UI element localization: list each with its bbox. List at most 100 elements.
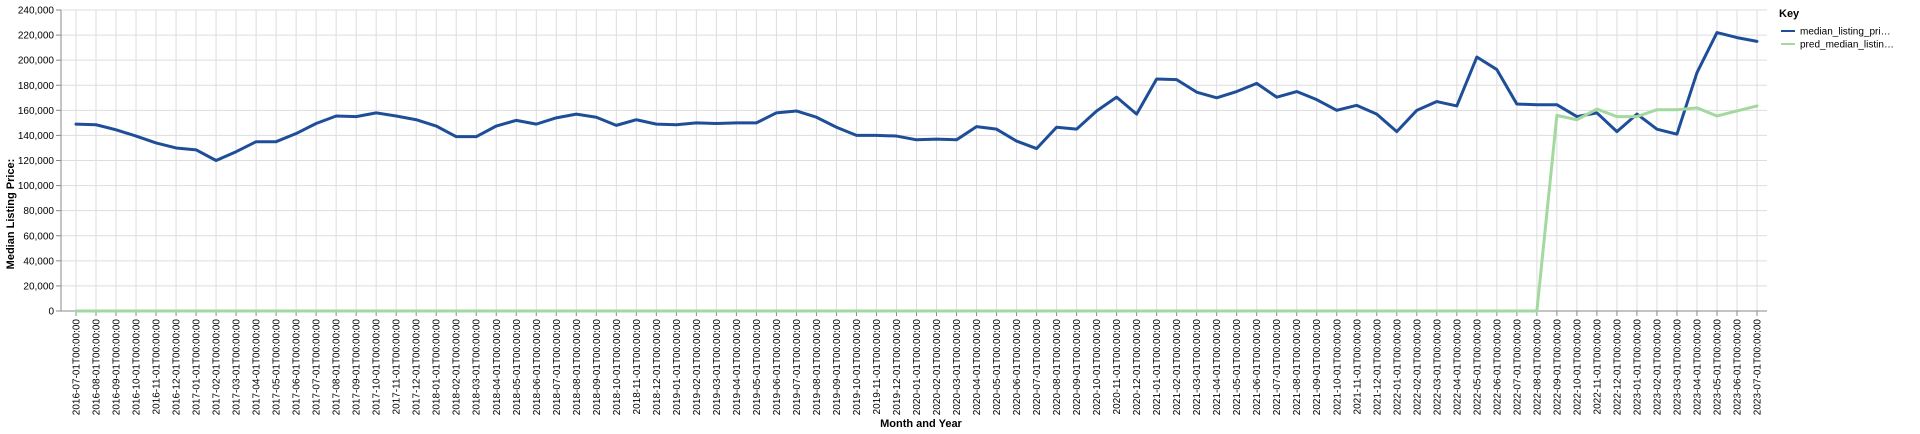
x-tick-label: 2017-05-01T00:00:00 <box>272 319 283 416</box>
x-tick-label: 2022-12-01T00:00:00 <box>1612 319 1623 416</box>
x-tick-label: 2021-11-01T00:00:00 <box>1352 319 1363 415</box>
y-tick-label: 20,000 <box>23 281 54 292</box>
x-tick-label: 2020-12-01T00:00:00 <box>1132 319 1143 416</box>
x-tick-label: 2020-02-01T00:00:00 <box>932 319 943 416</box>
x-tick-label: 2023-04-01T00:00:00 <box>1692 319 1703 416</box>
x-tick-label: 2018-05-01T00:00:00 <box>512 319 523 416</box>
x-tick-label: 2022-05-01T00:00:00 <box>1472 319 1483 416</box>
x-tick-label: 2022-07-01T00:00:00 <box>1512 319 1523 416</box>
x-tick-label: 2017-08-01T00:00:00 <box>332 319 343 416</box>
x-tick-label: 2016-09-01T00:00:00 <box>112 319 123 416</box>
x-tick-label: 2019-04-01T00:00:00 <box>732 319 743 416</box>
x-tick-label: 2020-10-01T00:00:00 <box>1092 319 1103 416</box>
y-tick-label: 160,000 <box>18 106 55 117</box>
x-tick-label: 2020-11-01T00:00:00 <box>1112 319 1123 415</box>
x-tick-label: 2019-05-01T00:00:00 <box>752 319 763 416</box>
x-tick-label: 2017-01-01T00:00:00 <box>192 319 203 416</box>
x-tick-label: 2023-03-01T00:00:00 <box>1672 319 1683 416</box>
x-tick-label: 2022-06-01T00:00:00 <box>1492 319 1503 416</box>
x-tick-label: 2019-08-01T00:00:00 <box>812 319 823 416</box>
x-tick-label: 2018-04-01T00:00:00 <box>492 319 503 416</box>
series-lines <box>74 31 1759 313</box>
x-tick-label: 2021-02-01T00:00:00 <box>1172 319 1183 416</box>
x-tick-label: 2018-02-01T00:00:00 <box>452 319 463 416</box>
x-tick-label: 2021-09-01T00:00:00 <box>1312 319 1323 416</box>
x-tick-label: 2017-09-01T00:00:00 <box>352 319 363 416</box>
x-tick-label: 2017-04-01T00:00:00 <box>252 319 263 416</box>
x-tick-label: 2021-03-01T00:00:00 <box>1192 319 1203 416</box>
x-tick-label: 2023-02-01T00:00:00 <box>1652 319 1663 416</box>
x-tick-label: 2017-11-01T00:00:00 <box>392 319 403 415</box>
x-tick-label: 2023-01-01T00:00:00 <box>1632 319 1643 416</box>
x-tick-label: 2021-07-01T00:00:00 <box>1272 319 1283 416</box>
y-axis-ticks: 0 20,000 40,000 60,000 80,000 100,000 120,000 1… <box>18 6 61 318</box>
x-tick-label: 2022-09-01T00:00:00 <box>1552 319 1563 416</box>
x-tick-label: 2022-03-01T00:00:00 <box>1432 319 1443 416</box>
y-tick-label: 120,000 <box>18 156 55 167</box>
x-tick-label: 2019-01-01T00:00:00 <box>672 319 683 416</box>
x-tick-label: 2016-07-01T00:00:00 <box>72 319 83 416</box>
x-tick-label: 2021-12-01T00:00:00 <box>1372 319 1383 416</box>
x-tick-label: 2019-12-01T00:00:00 <box>892 319 903 416</box>
y-tick-label: 200,000 <box>18 56 55 67</box>
x-tick-label: 2017-12-01T00:00:00 <box>412 319 423 416</box>
x-tick-label: 2018-11-01T00:00:00 <box>632 319 643 415</box>
x-tick-label: 2022-01-01T00:00:00 <box>1392 319 1403 416</box>
x-tick-label: 2016-11-01T00:00:00 <box>152 319 163 415</box>
x-tick-label: 2016-10-01T00:00:00 <box>132 319 143 416</box>
y-tick-label: 0 <box>48 307 54 318</box>
x-tick-label: 2022-04-01T00:00:00 <box>1452 319 1463 416</box>
x-tick-label: 2020-07-01T00:00:00 <box>1032 319 1043 416</box>
x-tick-label: 2019-06-01T00:00:00 <box>772 319 783 416</box>
y-tick-label: 240,000 <box>18 6 55 17</box>
y-tick-label: 80,000 <box>23 206 54 217</box>
x-tick-label: 2017-06-01T00:00:00 <box>292 319 303 416</box>
legend-label: pred_median_listin… <box>1800 40 1894 51</box>
x-tick-label: 2019-02-01T00:00:00 <box>692 319 703 416</box>
x-tick-label: 2017-10-01T00:00:00 <box>372 319 383 416</box>
series-line-1 <box>74 31 1759 162</box>
y-tick-label: 140,000 <box>18 131 55 142</box>
x-tick-label: 2016-08-01T00:00:00 <box>92 319 103 416</box>
x-tick-label: 2022-11-01T00:00:00 <box>1592 319 1603 415</box>
x-tick-label: 2023-06-01T00:00:00 <box>1732 319 1743 416</box>
legend-title: Key <box>1779 8 1800 20</box>
x-tick-label: 2018-10-01T00:00:00 <box>612 319 623 416</box>
x-tick-label: 2018-08-01T00:00:00 <box>572 319 583 416</box>
x-tick-label: 2018-03-01T00:00:00 <box>472 319 483 416</box>
gridlines <box>61 9 1767 312</box>
x-tick-label: 2021-08-01T00:00:00 <box>1292 319 1303 416</box>
x-tick-label: 2017-03-01T00:00:00 <box>232 319 243 416</box>
x-tick-label: 2018-09-01T00:00:00 <box>592 319 603 416</box>
x-tick-label: 2019-07-01T00:00:00 <box>792 319 803 416</box>
series-line-2 <box>74 104 1759 313</box>
x-tick-label: 2020-03-01T00:00:00 <box>952 319 963 416</box>
x-tick-label: 2021-10-01T00:00:00 <box>1332 319 1343 416</box>
legend-label: median_listing_pri… <box>1800 27 1891 38</box>
legend: Key median_listing_pri… pred_median_listi… <box>1779 8 1894 51</box>
x-tick-label: 2022-02-01T00:00:00 <box>1412 319 1423 416</box>
x-tick-label: 2021-05-01T00:00:00 <box>1232 319 1243 416</box>
x-tick-label: 2023-05-01T00:00:00 <box>1712 319 1723 416</box>
x-tick-label: 2019-11-01T00:00:00 <box>872 319 883 415</box>
x-tick-label: 2017-02-01T00:00:00 <box>212 319 223 416</box>
x-axis-ticks: 2016-07-01T00:00:00 2016-08-01T00:00:00 20… <box>72 311 1764 415</box>
y-tick-label: 60,000 <box>23 231 54 242</box>
x-tick-label: 2020-04-01T00:00:00 <box>972 319 983 416</box>
x-tick-label: 2019-10-01T00:00:00 <box>852 319 863 416</box>
y-tick-label: 180,000 <box>18 81 55 92</box>
x-tick-label: 2019-09-01T00:00:00 <box>832 319 843 416</box>
x-tick-label: 2023-07-01T00:00:00 <box>1753 319 1764 416</box>
x-tick-label: 2022-08-01T00:00:00 <box>1532 319 1543 416</box>
x-tick-label: 2020-09-01T00:00:00 <box>1072 319 1083 416</box>
y-axis-title: Median Listing Price: <box>5 159 17 270</box>
y-tick-label: 100,000 <box>18 181 55 192</box>
x-tick-label: 2021-06-01T00:00:00 <box>1252 319 1263 416</box>
x-tick-label: 2016-12-01T00:00:00 <box>172 319 183 416</box>
x-tick-label: 2018-06-01T00:00:00 <box>532 319 543 416</box>
x-tick-label: 2017-07-01T00:00:00 <box>312 319 323 416</box>
x-tick-label: 2022-10-01T00:00:00 <box>1572 319 1583 416</box>
y-tick-label: 220,000 <box>18 31 55 42</box>
x-tick-label: 2020-05-01T00:00:00 <box>992 319 1003 416</box>
x-tick-label: 2018-01-01T00:00:00 <box>432 319 443 416</box>
